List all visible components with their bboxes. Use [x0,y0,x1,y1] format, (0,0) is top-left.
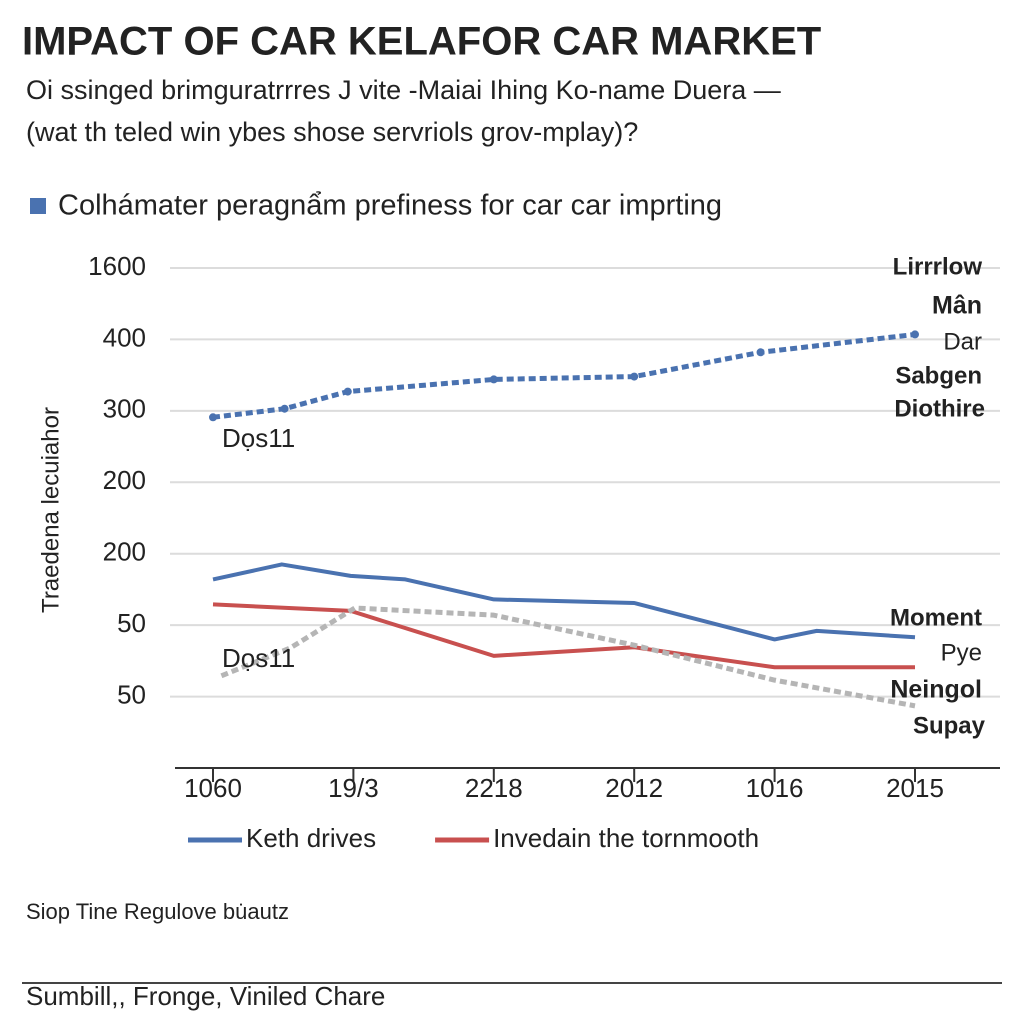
annotation: Pye [941,639,982,666]
legend-label: Keth drives [246,823,376,853]
source: Sumbill,, Fronge, Viniled Chare [26,981,385,1011]
x-tick-label: 1060 [184,773,242,803]
subtitle: Oi ssinged brimguratrrres J vite -Maiai … [26,75,781,105]
annotation: Dọs11 [222,423,295,453]
annotation: Neingol [890,676,982,704]
annotation: Dar [943,328,982,355]
y-tick-label: 300 [103,394,146,424]
note: Siop Tine Regulove bu̇autz [26,899,289,924]
x-tick-label: 2012 [605,773,663,803]
annotation: Moment [890,604,982,631]
point [280,404,289,413]
annotation: Diothire [894,395,985,422]
legend-swatch [30,198,46,214]
x-tick-label: 19/3 [328,773,379,803]
series-line [212,602,915,670]
y-tick-label: 400 [103,322,146,352]
point [756,348,765,357]
y-tick-label: 200 [103,537,146,567]
point [343,387,352,396]
annotation: Sabgen [895,362,982,389]
series-line [212,562,916,642]
point [209,413,217,422]
point [489,375,498,384]
legend-label: Invedain the tornmooth [493,823,759,853]
chart-title: IMPACT OF CAR KELAFOR CAR MARKET [22,20,821,64]
x-tick-label: 2015 [886,773,944,803]
y-tick-label: 200 [103,465,146,495]
annotation: Dọs11 [222,643,295,673]
annotation: Lirrrlow [893,253,983,280]
x-tick-label: 2218 [465,773,523,803]
annotation: Supay [913,712,986,739]
y-axis-label: Traedena lecuiahor [37,407,64,613]
subtitle: (wat th teled win ybes shose servriols g… [26,117,638,147]
y-tick-label: 1600 [88,251,146,281]
x-tick-label: 1016 [746,773,804,803]
point [911,330,919,339]
y-tick-label: 50 [117,679,146,709]
annotation: Mân [932,292,982,320]
y-tick-label: 50 [117,608,146,638]
series-line [220,605,916,709]
point [630,372,639,381]
legend-label: Colhámater peragnẩm prefiness for car ca… [58,190,722,222]
